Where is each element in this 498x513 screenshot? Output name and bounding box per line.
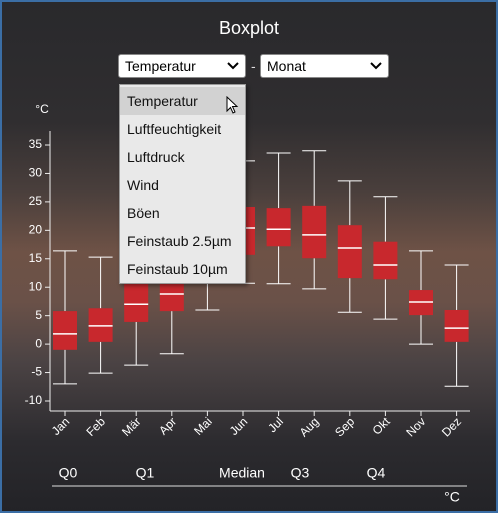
app-frame: Boxplot °C -10 -5 0 5 10 15 20 25 30 35 Jan Feb Mär A… [0, 0, 498, 513]
y-tick-label: -10 [25, 393, 43, 407]
box [445, 310, 469, 342]
y-tick-label: 15 [29, 251, 43, 265]
x-tick-label: Jun [227, 414, 251, 438]
x-tick-label: Okt [370, 414, 394, 438]
dropdown-option[interactable]: Luftfeuchtigkeit [120, 115, 245, 143]
x-tick-label: Apr [156, 414, 179, 437]
dropdown-option[interactable]: Feinstaub 10µm [120, 255, 245, 283]
legend-label: Q3 [291, 465, 310, 481]
dropdown-option[interactable]: Wind [120, 171, 245, 199]
legend-label: Median [219, 465, 265, 481]
x-tick-label: Mär [119, 414, 144, 439]
box [302, 206, 326, 258]
x-tick-label: Mai [191, 414, 215, 438]
period-select[interactable]: Monat [260, 54, 389, 78]
y-tick-label: -5 [31, 365, 42, 379]
y-tick-label: 10 [29, 279, 43, 293]
chevron [227, 62, 239, 71]
cursor [226, 96, 240, 116]
measure-select[interactable]: Temperatur [118, 54, 246, 78]
measure-select-value: Temperatur [125, 58, 196, 74]
x-tick-label: Sep [332, 414, 357, 439]
separator: - [251, 58, 256, 74]
box [338, 225, 362, 278]
y-tick-label: 0 [35, 336, 42, 350]
chevron [370, 62, 382, 71]
chart: Boxplot °C -10 -5 0 5 10 15 20 25 30 35 Jan Feb Mär A… [2, 2, 496, 511]
box [267, 208, 291, 246]
x-tick-label: Jul [265, 414, 286, 435]
dropdown-option[interactable]: Feinstaub 2.5µm [120, 227, 245, 255]
y-tick-label: 35 [29, 137, 43, 151]
y-tick-label: 5 [35, 308, 42, 322]
y-tick-label: 20 [29, 223, 43, 237]
dropdown-option[interactable]: Böen [120, 199, 245, 227]
period-select-value: Monat [267, 58, 306, 74]
box [53, 311, 77, 350]
y-tick-label: 30 [29, 166, 43, 180]
legend-label: Q0 [59, 465, 78, 481]
x-tick-label: Nov [403, 414, 428, 439]
legend-label: Q4 [367, 465, 386, 481]
y-tick-label: 25 [29, 194, 43, 208]
x-tick-label: Aug [297, 414, 322, 439]
chart-title: Boxplot [219, 18, 279, 38]
dropdown-option[interactable]: Luftdruck [120, 143, 245, 171]
y-axis-label: °C [35, 102, 49, 116]
x-tick-label: Dez [439, 414, 464, 439]
box [124, 283, 148, 322]
box [89, 308, 113, 342]
legend-unit: °C [444, 489, 460, 505]
box [373, 242, 397, 280]
legend-label: Q1 [136, 465, 155, 481]
x-tick-label: Feb [83, 414, 108, 439]
x-tick-label: Jan [49, 414, 73, 438]
